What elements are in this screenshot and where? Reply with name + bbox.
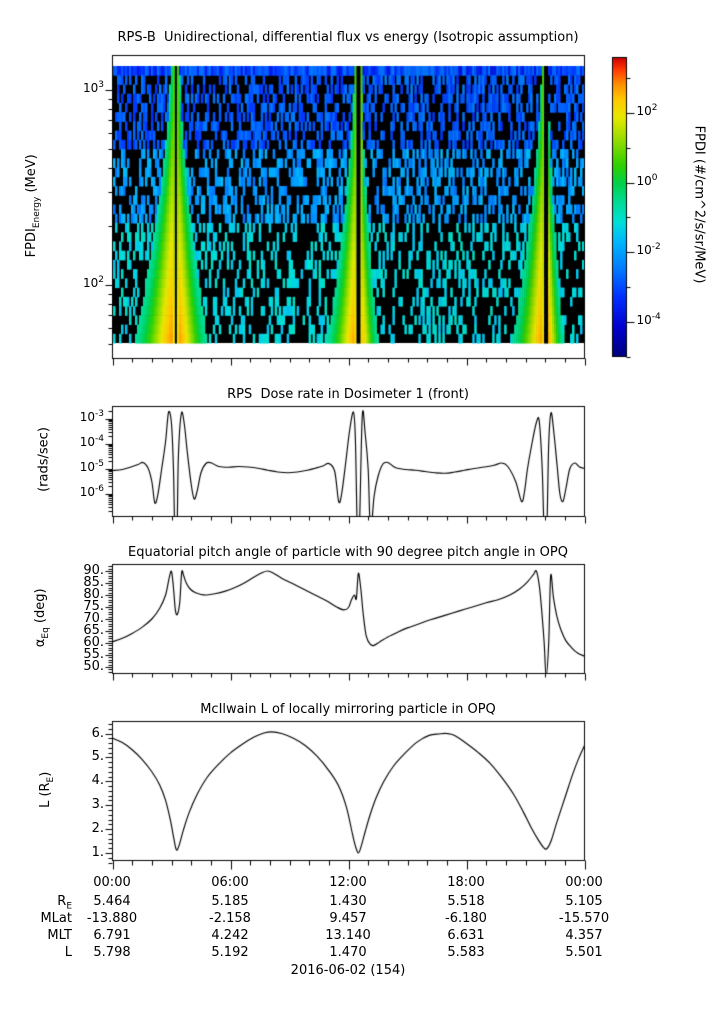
- xtick-label-4: 00:00: [565, 875, 603, 890]
- spectrogram-ytick-label: 103: [82, 80, 104, 95]
- pitch-ylabel-base: α: [33, 638, 49, 648]
- dose-ytick-label: 10-6: [79, 484, 104, 499]
- pitch-ylabel-sub: Eq: [40, 627, 51, 639]
- ephemeris-value: 5.518: [447, 894, 485, 909]
- lshell-ylabel: L (RE): [38, 680, 56, 900]
- ephemeris-row-label: MLT: [47, 928, 72, 943]
- ephemeris-value: 5.583: [447, 945, 485, 960]
- ephemeris-value: 13.140: [325, 928, 371, 943]
- dose-title: RPS Dose rate in Dosimeter 1 (front): [227, 387, 469, 402]
- dose-ytick-label-exponent: -4: [95, 434, 104, 444]
- spectrogram-ytick-label-exponent: 2: [98, 275, 104, 285]
- ephemeris-value: -13.880: [86, 911, 138, 926]
- pitch-title: Equatorial pitch angle of particle with …: [128, 545, 568, 560]
- spectrogram-ytick-label-exponent: 3: [98, 80, 104, 90]
- pitch-ylabel-rest: (deg): [33, 588, 49, 628]
- ephemeris-value: 5.501: [565, 945, 603, 960]
- dose-ytick-label-exponent: -5: [95, 459, 104, 469]
- xtick-label-3: 18:00: [447, 875, 485, 890]
- ephemeris-value: -2.158: [209, 911, 251, 926]
- lshell-ylabel-rest: ): [38, 771, 54, 777]
- dose-ytick-label-exponent: -6: [95, 484, 104, 494]
- colorbar-tick-label-exponent: -2: [651, 242, 661, 253]
- dose-ytick-label: 10-5: [79, 459, 104, 474]
- dose-ytick-label-exponent: -3: [95, 409, 104, 419]
- ephemeris-value: 5.105: [565, 894, 603, 909]
- pitch-ytick-label: 80.: [83, 587, 104, 602]
- colorbar-tick-label-exponent: 0: [651, 172, 658, 183]
- spectrogram-ylabel-base: FPDI: [24, 228, 40, 258]
- colorbar-tick-label-exponent: -4: [651, 311, 661, 322]
- ephemeris-value: 5.464: [93, 894, 131, 909]
- pitch-ytick-label: 85.: [83, 575, 104, 590]
- ephemeris-value: 1.430: [329, 894, 367, 909]
- colorbar-tick-label-exponent: 2: [651, 103, 658, 114]
- xtick-label-1: 06:00: [211, 875, 249, 890]
- xtick-label-0: 00:00: [93, 875, 131, 890]
- ephemeris-value: -6.180: [445, 911, 487, 926]
- ephemeris-row-label: RE: [57, 894, 72, 912]
- pitch-ytick-label: 75.: [83, 599, 104, 614]
- ephemeris-row-label: MLat: [40, 911, 72, 926]
- ephemeris-value: 9.457: [329, 911, 367, 926]
- lshell-ytick-label: 5.: [91, 749, 104, 765]
- ephemeris-value: 5.798: [93, 945, 131, 960]
- colorbar-tick-label: 10-2: [636, 242, 661, 258]
- lshell-ytick-label: 4.: [91, 773, 104, 789]
- colorbar-label: FPDI (#/cm^2/s/sr/MeV): [691, 125, 707, 284]
- lshell-ytick-label: 3.: [91, 797, 104, 813]
- spectrogram-title: RPS-B Unidirectional, differential flux …: [117, 30, 579, 45]
- lshell-ytick-label: 2.: [91, 821, 104, 837]
- xtick-label-2: 12:00: [329, 875, 367, 890]
- colorbar-tick-label: 100: [636, 172, 658, 188]
- lshell-ytick-label: 1.: [91, 845, 104, 860]
- spectrogram-ylabel-rest: (MeV): [24, 154, 40, 197]
- lshell-ylabel-base: L (R: [38, 782, 54, 808]
- pitch-ytick-label: 50.: [83, 659, 104, 674]
- ephemeris-value: 5.185: [211, 894, 249, 909]
- spectrogram-ylabel-sub: Energy: [31, 196, 42, 229]
- ephemeris-value: 4.242: [211, 928, 249, 943]
- pitch-ytick-label: 90.: [83, 563, 104, 578]
- pitch-ytick-label: 70.: [83, 611, 104, 626]
- spectrogram-ylabel: FPDIEnergy (MeV): [24, 96, 42, 316]
- lshell-ytick-label: 6.: [91, 725, 104, 741]
- ephemeris-value: 6.631: [447, 928, 485, 943]
- dose-ytick-label: 10-3: [79, 409, 104, 424]
- colorbar-tick-label: 102: [636, 103, 658, 119]
- ephemeris-value: 1.470: [329, 945, 367, 960]
- pitch-ytick-label: 55.: [83, 647, 104, 662]
- lshell-title: McIlwain L of locally mirroring particle…: [200, 702, 496, 717]
- pitch-ytick-label: 60.: [83, 635, 104, 650]
- dose-ytick-label: 10-4: [79, 434, 104, 449]
- ephemeris-value: 5.192: [211, 945, 249, 960]
- ephemeris-value: -15.570: [558, 911, 610, 926]
- date-label: 2016-06-02 (154): [290, 963, 406, 978]
- ephemeris-row-label: L: [64, 945, 72, 960]
- colorbar-tick-label: 10-4: [636, 311, 661, 327]
- spectrogram-ytick-label: 102: [82, 275, 104, 290]
- ephemeris-value: 4.357: [565, 928, 603, 943]
- ephemeris-value: 6.791: [93, 928, 131, 943]
- pitch-ytick-label: 65.: [83, 623, 104, 638]
- lshell-ylabel-sub: E: [45, 776, 56, 783]
